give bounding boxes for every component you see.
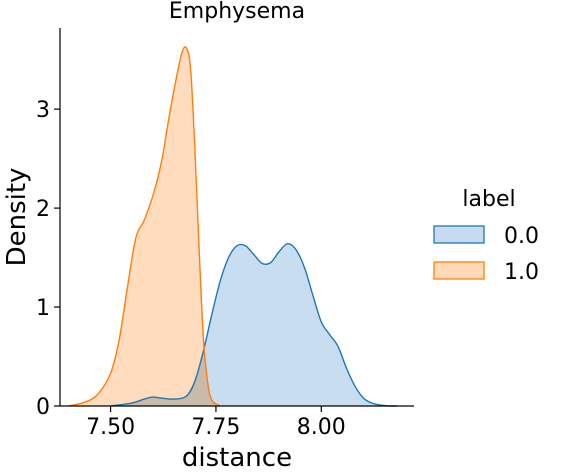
x-axis-label: distance <box>182 443 292 473</box>
chart-title: Emphysema <box>169 0 305 24</box>
legend-title: label <box>462 187 515 212</box>
density-area-0 <box>110 243 398 406</box>
legend-label-1: 1.0 <box>504 260 539 285</box>
overlap-area <box>110 349 221 406</box>
y-axis-label: Density <box>2 168 32 267</box>
legend-swatch-1 <box>433 261 485 280</box>
y-tick-label: 0 <box>36 395 50 420</box>
x-tick-label: 7.75 <box>191 415 240 440</box>
legend-label-0: 0.0 <box>504 224 539 249</box>
overlap-region <box>110 349 221 406</box>
y-tick-label: 1 <box>36 296 50 321</box>
density-lines <box>68 45 398 407</box>
legend: label 0.0 1.0 <box>433 187 539 285</box>
x-tick-label: 8.00 <box>297 415 346 440</box>
x-ticks: 7.50 7.75 8.00 <box>86 406 346 440</box>
y-tick-label: 2 <box>36 197 50 222</box>
y-tick-label: 3 <box>36 98 50 123</box>
y-ticks: 0 1 2 3 <box>36 98 60 420</box>
density-area-1 <box>68 46 221 407</box>
legend-swatch-0 <box>433 225 485 244</box>
x-tick-label: 7.50 <box>86 415 135 440</box>
density-line-0 <box>110 243 398 407</box>
density-areas <box>68 46 398 407</box>
density-line-1 <box>68 45 221 407</box>
